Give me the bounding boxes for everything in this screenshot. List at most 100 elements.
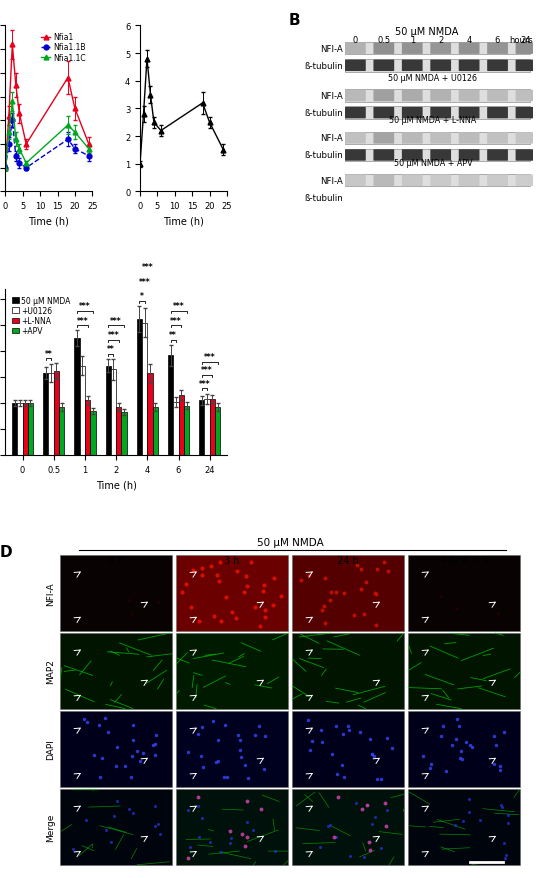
FancyBboxPatch shape [373,192,394,204]
FancyBboxPatch shape [60,789,172,865]
FancyBboxPatch shape [345,192,530,205]
Text: ß-tubulin: ß-tubulin [305,61,343,71]
FancyBboxPatch shape [373,108,394,119]
FancyBboxPatch shape [176,633,288,709]
Text: 4: 4 [466,35,472,45]
FancyBboxPatch shape [292,633,404,709]
FancyBboxPatch shape [373,90,394,102]
FancyBboxPatch shape [176,789,288,865]
Legend: 50 μM NMDA, +U0126, +L-NNA, +APV: 50 μM NMDA, +U0126, +L-NNA, +APV [9,293,74,339]
Bar [179,396,184,456]
Legend: Nfia1, Nfia1.1B, Nfia1.1C: Nfia1, Nfia1.1B, Nfia1.1C [38,30,88,66]
Bar [85,401,90,456]
FancyBboxPatch shape [345,60,530,73]
Text: Merge: Merge [46,813,55,841]
FancyBboxPatch shape [430,192,451,204]
Bar [116,407,122,456]
FancyBboxPatch shape [345,176,366,187]
FancyBboxPatch shape [487,61,508,72]
FancyBboxPatch shape [345,150,366,162]
Text: ß-tubulin: ß-tubulin [305,193,343,203]
FancyBboxPatch shape [292,711,404,787]
FancyBboxPatch shape [430,176,451,187]
FancyBboxPatch shape [430,133,451,145]
FancyBboxPatch shape [402,90,423,102]
FancyBboxPatch shape [60,711,172,787]
Text: ß-tubulin: ß-tubulin [305,151,343,161]
FancyBboxPatch shape [459,133,479,145]
FancyBboxPatch shape [515,133,536,145]
Text: 0 h: 0 h [108,556,124,565]
Text: NFI-A: NFI-A [321,134,343,143]
FancyBboxPatch shape [430,150,451,162]
FancyBboxPatch shape [345,107,530,119]
Bar [74,339,80,456]
Bar [28,404,33,456]
FancyBboxPatch shape [515,150,536,162]
FancyBboxPatch shape [515,61,536,72]
Bar [122,413,127,456]
X-axis label: Time (h): Time (h) [96,479,137,490]
Bar [184,407,189,456]
Text: 24: 24 [521,35,531,45]
Text: NFI-A: NFI-A [321,176,343,185]
Bar [173,402,179,456]
FancyBboxPatch shape [402,176,423,187]
FancyBboxPatch shape [408,633,520,709]
Bar [23,404,28,456]
Text: ***: *** [110,316,122,325]
FancyBboxPatch shape [345,43,366,54]
Text: 50 μM NMDA + L-NNA: 50 μM NMDA + L-NNA [390,116,477,126]
Text: 2: 2 [438,35,443,45]
FancyBboxPatch shape [292,556,404,631]
FancyBboxPatch shape [373,150,394,162]
FancyBboxPatch shape [515,108,536,119]
Text: ***: *** [170,316,182,325]
FancyBboxPatch shape [176,556,288,631]
FancyBboxPatch shape [408,711,520,787]
Text: NFI-A: NFI-A [321,92,343,101]
Legend:  [217,30,223,36]
Bar [48,373,54,456]
Text: **: ** [107,345,115,354]
FancyBboxPatch shape [60,633,172,709]
Text: ***: *** [108,331,119,340]
Text: DAPI: DAPI [46,738,55,759]
Text: hours: hours [509,35,533,45]
Text: ***: *** [204,353,216,362]
FancyBboxPatch shape [487,133,508,145]
FancyBboxPatch shape [487,192,508,204]
X-axis label: Time (h): Time (h) [163,217,204,227]
Bar [105,366,111,456]
FancyBboxPatch shape [515,43,536,54]
FancyBboxPatch shape [487,176,508,187]
FancyBboxPatch shape [345,175,530,187]
Bar [168,356,173,456]
Text: 50 μM NMDA: 50 μM NMDA [394,27,458,37]
FancyBboxPatch shape [373,176,394,187]
Bar [210,399,215,456]
FancyBboxPatch shape [345,43,530,55]
FancyBboxPatch shape [487,150,508,162]
Text: ß-tubulin: ß-tubulin [305,109,343,118]
FancyBboxPatch shape [515,176,536,187]
Bar [43,373,48,456]
FancyBboxPatch shape [373,43,394,54]
FancyBboxPatch shape [402,150,423,162]
Bar [142,323,147,456]
FancyBboxPatch shape [345,90,530,103]
FancyBboxPatch shape [345,149,530,162]
FancyBboxPatch shape [459,61,479,72]
Text: ***: *** [201,366,213,375]
Bar [54,371,59,456]
FancyBboxPatch shape [430,108,451,119]
FancyBboxPatch shape [373,133,394,145]
FancyBboxPatch shape [459,176,479,187]
FancyBboxPatch shape [345,90,366,102]
FancyBboxPatch shape [459,43,479,54]
FancyBboxPatch shape [408,789,520,865]
FancyBboxPatch shape [459,150,479,162]
Bar [90,411,96,456]
FancyBboxPatch shape [292,789,404,865]
Text: ***: *** [199,379,210,388]
